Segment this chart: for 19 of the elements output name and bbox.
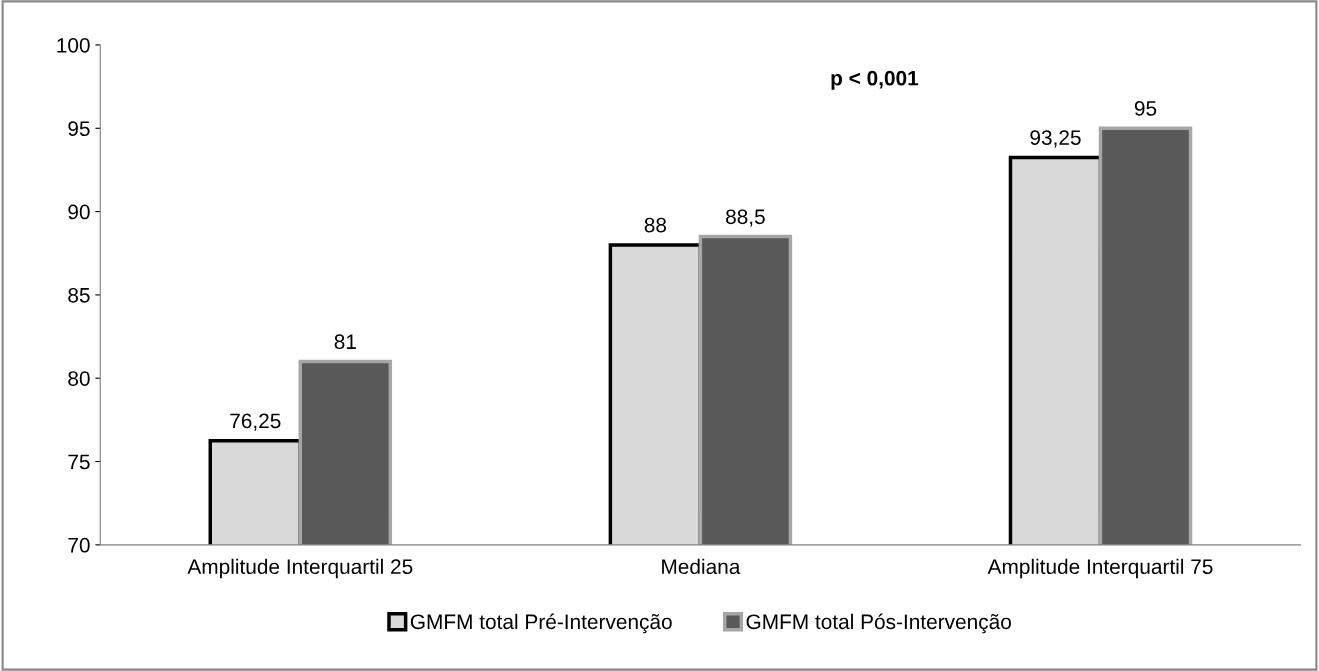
data-label: 88	[644, 217, 667, 233]
y-tick-label: 75	[68, 454, 90, 470]
data-label: 95	[1134, 101, 1157, 116]
x-tick-label: Amplitude Interquartil 75	[987, 558, 1213, 579]
y-tick-label: 90	[68, 204, 90, 220]
y-tick-label: 70	[68, 537, 90, 553]
legend-label: GMFM total Pós-Intervenção	[746, 613, 1011, 634]
data-label: 76,25	[230, 413, 281, 431]
data-label: 81	[334, 334, 356, 350]
x-tick-label: Mediana	[662, 558, 741, 575]
x-tick-label: Amplitude Interquartil 25	[187, 558, 413, 579]
y-tick-label: 85	[68, 287, 90, 303]
data-label: 88,5	[726, 209, 765, 227]
data-label: 93,25	[1030, 130, 1081, 148]
annotation: p < 0,001	[831, 70, 919, 90]
y-tick-label: 100	[57, 37, 90, 53]
legend-label: GMFM total Pré-Intervenção	[410, 613, 672, 634]
y-tick-label: 95	[68, 121, 90, 137]
y-tick-label: 80	[68, 371, 90, 386]
